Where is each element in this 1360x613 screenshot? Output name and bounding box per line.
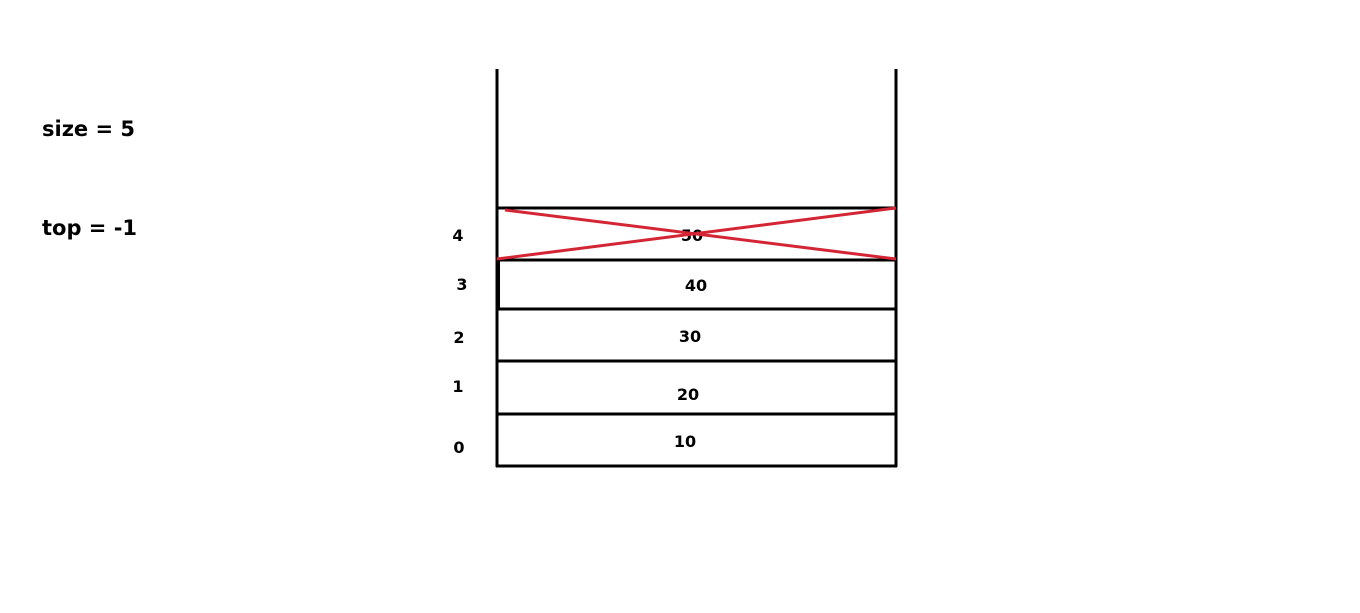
cell-index: 3 <box>456 275 467 294</box>
cross-out-line <box>496 206 897 261</box>
cell-value: 40 <box>685 276 707 295</box>
cell-index: 1 <box>452 377 463 396</box>
stack-cell-2: 30 2 <box>453 307 896 347</box>
cell-index: 4 <box>452 226 463 245</box>
cell-value: 20 <box>677 385 699 404</box>
stack-cell-0: 10 0 <box>453 412 896 457</box>
stack-cell-3: 40 3 <box>456 258 896 309</box>
cell-index: 0 <box>453 438 464 457</box>
size-label: size = 5 <box>42 117 135 141</box>
top-label: top = -1 <box>42 216 138 240</box>
cell-index: 2 <box>453 328 464 347</box>
cell-value: 10 <box>674 432 696 451</box>
cell-value: 30 <box>679 327 701 346</box>
stack-cell-1: 20 1 <box>452 359 896 404</box>
stack-cell-4: 50 4 <box>452 206 897 261</box>
